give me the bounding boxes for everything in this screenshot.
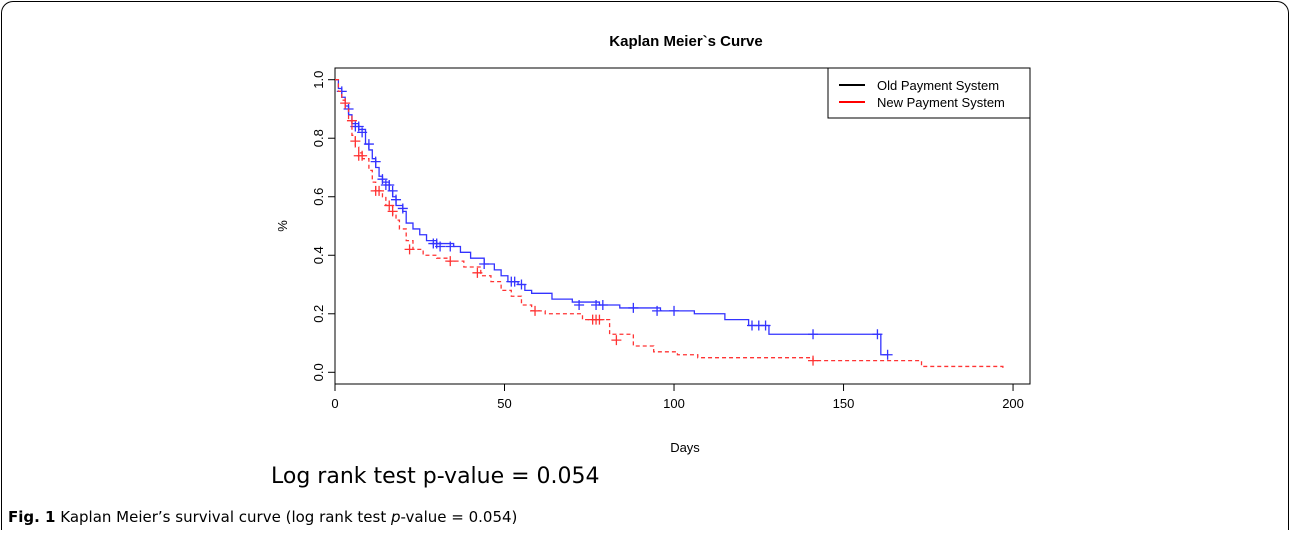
censor-mark-1 (387, 206, 398, 217)
y-tick-label: 0.4 (311, 246, 326, 264)
x-tick-label: 200 (1002, 396, 1024, 411)
x-tick-label: 100 (663, 396, 685, 411)
censor-mark-0 (435, 241, 446, 252)
censor-mark-0 (516, 279, 527, 290)
caption-text-after: -value = 0.054) (400, 508, 518, 526)
censor-mark-1 (384, 200, 395, 211)
censor-mark-1 (445, 256, 456, 267)
caption-text-before: Kaplan Meier’s survival curve (log rank … (55, 508, 391, 526)
censor-mark-0 (882, 349, 893, 360)
x-tick-label: 50 (497, 396, 511, 411)
censor-mark-0 (574, 300, 585, 310)
censor-mark-0 (628, 302, 639, 313)
legend: Old Payment System New Payment System (827, 67, 1031, 119)
censor-mark-1 (594, 314, 605, 325)
censor-mark-0 (872, 329, 883, 340)
censor-mark-0 (808, 329, 819, 340)
y-tick-label: 0.0 (311, 363, 326, 381)
censor-mark-0 (509, 276, 520, 287)
censor-mark-0 (384, 180, 395, 191)
plot-area (334, 67, 1031, 385)
x-tick-label: 150 (833, 396, 855, 411)
legend-label-0: Old Payment System (877, 78, 999, 93)
y-axis: 0.0 0.2 0.4 0.6 0.8 1.0 (311, 71, 335, 381)
censor-mark-0 (387, 185, 398, 196)
censor-mark-0 (397, 203, 408, 214)
censor-mark-0 (669, 305, 680, 316)
censor-mark-1 (472, 267, 483, 278)
y-tick-label: 0.6 (311, 188, 326, 206)
x-axis-label: Days (670, 440, 700, 455)
series-layer (335, 79, 1004, 370)
km-chart: Kaplan Meier`s Curve 0 50 100 150 200 0.0 0.2… (275, 33, 1031, 455)
figure-caption: Fig. 1 Kaplan Meier’s survival curve (lo… (8, 508, 517, 526)
censor-mark-0 (370, 156, 381, 167)
y-tick-label: 1.0 (311, 71, 326, 89)
censor-mark-0 (391, 194, 402, 205)
censor-mark-0 (445, 241, 456, 252)
x-tick-label: 0 (331, 396, 338, 411)
censor-mark-0 (760, 320, 771, 331)
censor-mark-0 (357, 127, 368, 138)
censor-mark-1 (340, 98, 351, 109)
log-rank-annotation: Log rank test p-value = 0.054 (271, 464, 600, 489)
censor-mark-1 (808, 355, 819, 366)
km-curve-0 (335, 79, 888, 356)
censor-mark-1 (374, 185, 385, 196)
y-tick-label: 0.8 (311, 129, 326, 147)
censor-mark-0 (363, 139, 374, 150)
censor-mark-1 (350, 136, 361, 147)
legend-label-1: New Payment System (877, 95, 1005, 110)
y-tick-label: 0.2 (311, 305, 326, 323)
caption-italic: p (390, 508, 401, 526)
censor-mark-1 (357, 150, 368, 161)
x-axis: 0 50 100 150 200 (331, 384, 1024, 411)
censor-mark-1 (404, 244, 415, 255)
censor-mark-0 (652, 305, 663, 316)
caption-prefix: Fig. 1 (8, 508, 56, 526)
censor-mark-0 (479, 259, 490, 270)
chart-title: Kaplan Meier`s Curve (609, 33, 762, 50)
km-curve-1 (335, 79, 1004, 370)
legend-box (827, 67, 1031, 119)
y-axis-label: % (275, 220, 290, 232)
censor-mark-1 (530, 305, 541, 316)
censor-mark-1 (346, 115, 357, 126)
censor-mark-0 (377, 174, 388, 185)
censor-mark-0 (597, 300, 608, 310)
censor-mark-1 (611, 335, 622, 346)
censor-mark-0 (353, 121, 364, 132)
